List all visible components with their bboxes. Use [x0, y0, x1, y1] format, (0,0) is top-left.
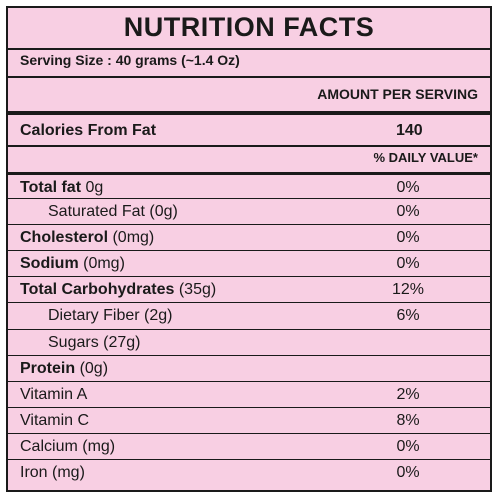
nutrient-name: Sodium (0mg) [20, 255, 125, 273]
nutrient-row: Calcium (mg) 0% [8, 432, 490, 459]
serving-size: Serving Size : 40 grams (~1.4 Oz) [20, 52, 240, 68]
nutrient-amount: (0mg) [108, 229, 155, 247]
nutrient-amount: Dietary Fiber (2g) [48, 307, 173, 325]
daily-value: 2% [396, 385, 420, 403]
nutrient-row: Cholesterol (0mg) 0% [8, 224, 490, 250]
nutrient-amount: Vitamin A [20, 385, 88, 403]
nutrient-row: Sugars (27g) [8, 328, 490, 355]
nutrient-name: Saturated Fat (0g) [48, 203, 178, 221]
nutrient-amount: Iron (mg) [20, 464, 85, 482]
nutrient-row: Total Carbohydrates (35g) 12% [8, 276, 490, 302]
calories-divider [8, 145, 490, 147]
nutrient-row: Iron (mg) 0% [8, 459, 490, 485]
amount-divider [8, 111, 490, 115]
daily-value-header: % DAILY VALUE* [373, 150, 478, 165]
daily-value: 0% [396, 255, 420, 273]
calories-label: Calories From Fat [20, 122, 157, 139]
nutrient-amount: (0g) [75, 359, 109, 377]
nutrient-row: Total fat 0g 0% [8, 172, 490, 198]
nutrient-amount: 0g [81, 179, 104, 196]
nutrient-amount: (35g) [174, 281, 217, 299]
nutrient-label: Protein [20, 359, 76, 377]
nutrient-table: Total fat 0g 0% Saturated Fat (0g) 0% Choles… [8, 172, 490, 485]
nutrient-row: Vitamin A 2% [8, 380, 490, 407]
nutrient-name: Calcium (mg) [20, 438, 115, 456]
daily-value: 0% [396, 179, 420, 196]
daily-value: 8% [396, 411, 420, 429]
daily-value: 6% [396, 307, 420, 325]
daily-value: 12% [391, 281, 425, 299]
label-title: NUTRITION FACTS [123, 12, 375, 42]
serving-divider [8, 76, 490, 78]
nutrient-label: Total Carbohydrates [20, 281, 175, 299]
nutrient-amount: Saturated Fat (0g) [48, 203, 178, 221]
nutrient-row: Saturated Fat (0g) 0% [8, 198, 490, 224]
nutrient-label: Total fat [20, 179, 82, 196]
title-divider [8, 48, 490, 50]
calories-value: 140 [396, 122, 423, 139]
nutrient-amount: Sugars (27g) [48, 333, 141, 351]
nutrient-row: Dietary Fiber (2g) 6% [8, 302, 490, 328]
nutrient-name: Dietary Fiber (2g) [48, 307, 172, 325]
daily-value: 0% [396, 464, 420, 482]
nutrient-name: Total Carbohydrates (35g) [20, 281, 216, 299]
nutrient-row: Sodium (0mg) 0% [8, 250, 490, 276]
nutrient-name: Sugars (27g) [48, 334, 141, 352]
nutrient-name: Vitamin A [20, 386, 87, 404]
daily-value: 0% [396, 229, 420, 247]
nutrient-amount: (0mg) [78, 255, 125, 273]
nutrient-name: Vitamin C [20, 412, 89, 430]
nutrition-facts-label: NUTRITION FACTS Serving Size : 40 grams … [6, 6, 492, 492]
amount-per-serving: AMOUNT PER SERVING [317, 86, 478, 102]
nutrient-row: Vitamin C 8% [8, 406, 490, 433]
nutrient-label: Sodium [20, 255, 79, 273]
daily-value: 0% [396, 437, 420, 455]
nutrient-name: Iron (mg) [20, 464, 85, 482]
nutrient-amount: Calcium (mg) [20, 437, 116, 455]
nutrient-row: Protein (0g) [8, 354, 490, 381]
nutrient-name: Protein (0g) [20, 360, 108, 378]
nutrient-name: Cholesterol (0mg) [20, 229, 154, 247]
nutrient-amount: Vitamin C [20, 411, 90, 429]
daily-value: 0% [396, 203, 420, 221]
nutrient-name: Total fat 0g [20, 179, 103, 197]
nutrient-label: Cholesterol [20, 229, 109, 247]
